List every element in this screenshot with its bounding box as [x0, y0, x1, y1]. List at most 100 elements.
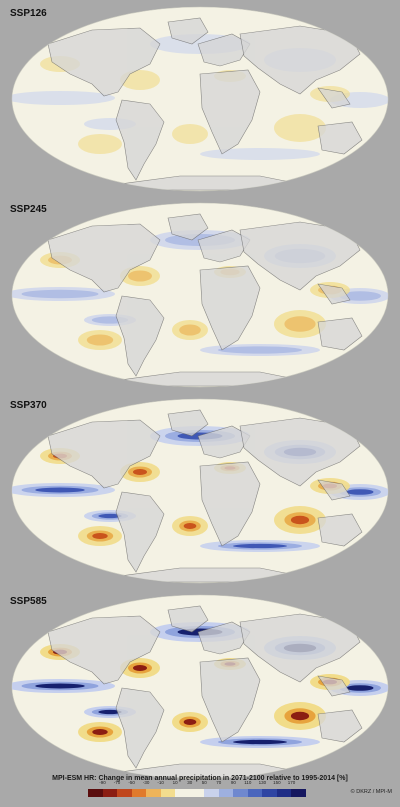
wet-anomaly-peak — [98, 709, 122, 715]
colorbar-segment — [131, 789, 147, 797]
colorbar-segment — [88, 789, 103, 797]
map-panel-ssp585: SSP585 — [0, 592, 400, 782]
continent-greenland — [167, 409, 209, 437]
dry-anomaly-region — [78, 134, 122, 154]
wet-anomaly-region — [12, 91, 115, 105]
continent-australia — [317, 121, 363, 155]
colorbar-tick-label: 30 — [187, 780, 193, 785]
colorbar-segment — [146, 789, 161, 797]
colorbar-tick-label: 130 — [258, 780, 267, 785]
colorbar-tick-label: -90 — [99, 780, 106, 785]
map-ssp245 — [11, 202, 389, 388]
colorbar-segment — [233, 789, 248, 797]
figure-caption: MPI-ESM HR: Change in mean annual precip… — [52, 775, 348, 782]
continent-south-america — [115, 491, 165, 573]
colorbar-tick-label: -50 — [128, 780, 135, 785]
colorbar-tick-label: 90 — [230, 780, 236, 785]
map-ssp585 — [11, 594, 389, 780]
wet-anomaly-peak — [35, 487, 85, 493]
continent-north-america — [47, 419, 161, 489]
continent-europe — [197, 229, 251, 263]
colorbar-tick-label: 110 — [244, 780, 252, 785]
map-ssp126 — [11, 6, 389, 192]
dry-anomaly-peak — [183, 523, 197, 529]
colorbar-segment — [291, 789, 306, 797]
wet-anomaly-peak — [346, 685, 374, 691]
continent-greenland — [167, 17, 209, 45]
wet-anomaly-core — [21, 289, 99, 299]
map-panel-ssp245: SSP245 — [0, 200, 400, 390]
colorbar-tick-label: 150 — [273, 780, 281, 785]
continent-greenland — [167, 605, 209, 633]
continent-south-america — [115, 687, 165, 769]
colorbar-tick-label: 10 — [172, 780, 178, 785]
wet-anomaly-peak — [35, 683, 85, 689]
colorbar-segment — [189, 789, 205, 797]
dry-anomaly-core — [179, 324, 201, 336]
continent-australia — [317, 513, 363, 547]
colorbar — [88, 789, 306, 797]
dry-anomaly-peak — [133, 469, 147, 475]
colorbar-segment — [117, 789, 132, 797]
continent-australia — [317, 317, 363, 351]
dry-anomaly-core — [284, 316, 316, 332]
colorbar-segment — [160, 789, 176, 797]
dry-anomaly-peak — [183, 719, 197, 725]
colorbar-tick-label: -10 — [157, 780, 164, 785]
continent-europe — [197, 621, 251, 655]
colorbar-tick-label: -70 — [113, 780, 121, 785]
colorbar-segment — [247, 789, 263, 797]
continent-europe — [197, 425, 251, 459]
colorbar-segment — [276, 789, 292, 797]
continent-north-america — [47, 223, 161, 293]
continent-north-america — [47, 615, 161, 685]
scenario-label: SSP370 — [10, 400, 47, 411]
continent-north-america — [47, 27, 161, 97]
continent-southeast-asia — [317, 283, 351, 305]
dry-anomaly-core — [128, 270, 152, 282]
continent-africa — [199, 657, 261, 743]
dry-anomaly-peak — [92, 533, 108, 539]
map-ssp370 — [11, 398, 389, 584]
dry-anomaly-region — [120, 70, 160, 90]
credit-text: © DKRZ / MPI-M — [350, 789, 392, 795]
colorbar-segment — [175, 789, 190, 797]
scenario-label: SSP245 — [10, 204, 47, 215]
colorbar-tick-label: 50 — [201, 780, 207, 785]
wet-anomaly-peak — [346, 489, 374, 495]
dry-anomaly-peak — [133, 665, 147, 671]
continent-south-america — [115, 295, 165, 377]
colorbar-tick-label: 170 — [287, 780, 296, 785]
continent-africa — [199, 265, 261, 351]
colorbar-ticks: -90 -70 -50 -30 -10 10 30 50 70 90 110 130 150 170 — [88, 780, 306, 788]
dry-anomaly-core — [86, 334, 114, 346]
continent-southeast-asia — [317, 675, 351, 697]
wet-anomaly-region — [200, 148, 320, 160]
scenario-label: SSP126 — [10, 8, 47, 19]
scenario-label: SSP585 — [10, 596, 47, 607]
colorbar-tick-label: -30 — [142, 780, 150, 785]
continent-southeast-asia — [317, 479, 351, 501]
wet-anomaly-peak — [233, 543, 287, 549]
continent-south-america — [115, 99, 165, 181]
colorbar-segment — [204, 789, 219, 797]
wet-anomaly-core — [339, 291, 381, 301]
legend-area: MPI-ESM HR: Change in mean annual precip… — [0, 775, 400, 807]
colorbar-segment — [218, 789, 234, 797]
dry-anomaly-region — [172, 124, 208, 144]
dry-anomaly-peak — [290, 515, 310, 525]
dry-anomaly-peak — [92, 729, 108, 735]
continent-africa — [199, 461, 261, 547]
continent-greenland — [167, 213, 209, 241]
wet-anomaly-core — [218, 346, 302, 354]
colorbar-segment — [262, 789, 277, 797]
wet-anomaly-peak — [98, 513, 122, 519]
continent-europe — [197, 33, 251, 67]
colorbar-tick-label: 70 — [216, 780, 222, 785]
map-panel-ssp370: SSP370 — [0, 396, 400, 586]
continent-southeast-asia — [317, 87, 351, 109]
continent-australia — [317, 709, 363, 743]
continent-africa — [199, 69, 261, 155]
map-panel-ssp126: SSP126 — [0, 4, 400, 194]
wet-anomaly-peak — [233, 739, 287, 745]
